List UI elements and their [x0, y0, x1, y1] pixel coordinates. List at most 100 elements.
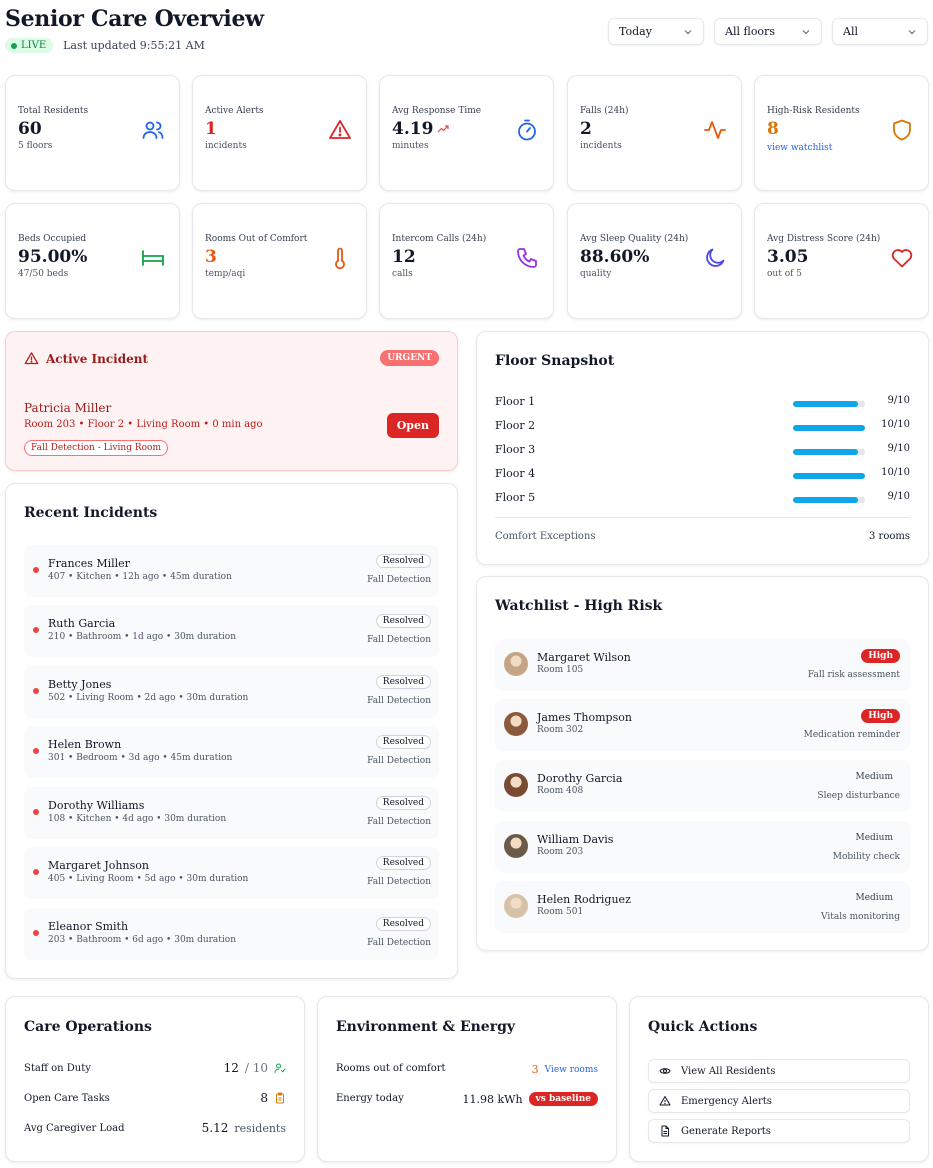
chevron-down-icon: [684, 29, 692, 34]
incident-meta: 210 • Bathroom • 1d ago • 30m duration: [48, 632, 237, 642]
stat-value: 12: [392, 247, 416, 267]
last-updated: Last updated 9:55:21 AM: [63, 39, 205, 52]
incident-row[interactable]: Betty Jones 502 • Living Room • 2d ago •…: [24, 666, 439, 718]
resident-name: Dorothy Garcia: [537, 772, 623, 785]
incident-row[interactable]: Margaret Johnson 405 • Living Room • 5d …: [24, 847, 439, 899]
resident-room: Room 408: [537, 786, 584, 796]
quick-actions-card: Quick Actions View All Residents Emergen…: [629, 996, 929, 1162]
active-incident-card: Active Incident URGENT Patricia Miller R…: [5, 331, 458, 471]
live-badge: LIVE: [5, 38, 54, 53]
date-range-value: Today: [619, 25, 652, 38]
stat-card-falls[interactable]: Falls (24h) 2 incidents: [567, 75, 742, 191]
filter-bar: Today All floors All: [608, 18, 928, 45]
date-range-select[interactable]: Today: [608, 18, 704, 45]
risk-badge: Medium: [855, 833, 893, 843]
avatar: [504, 894, 528, 918]
risk-note: Mobility check: [832, 852, 900, 862]
stat-sub: minutes: [392, 141, 429, 151]
chevron-down-icon: [802, 29, 810, 34]
recent-incidents-card: Recent Incidents Frances Miller 407 • Ki…: [5, 483, 458, 979]
open-care-tasks-label: Open Care Tasks: [24, 1093, 110, 1104]
floor-occupancy-bar: [793, 425, 865, 431]
stat-card-active-alerts[interactable]: Active Alerts 1 incidents: [192, 75, 367, 191]
generate-reports-button[interactable]: Generate Reports: [648, 1119, 910, 1143]
stat-value: 4.19: [392, 119, 434, 139]
category-select-value: All: [843, 25, 858, 38]
floor-occupancy-bar: [793, 449, 865, 455]
category-select[interactable]: All: [832, 18, 928, 45]
open-incident-button[interactable]: Open: [386, 413, 439, 438]
floor-occupancy-bar: [793, 401, 865, 407]
avg-caregiver-load-row: Avg Caregiver Load 5.12 residents: [24, 1121, 286, 1139]
incident-name: Helen Brown: [48, 738, 122, 751]
stat-sub: calls: [392, 269, 413, 279]
stat-card-avg-sleep-quality[interactable]: Avg Sleep Quality (24h) 88.60% quality: [567, 203, 742, 319]
view-rooms-link[interactable]: View rooms: [544, 1064, 598, 1075]
users-icon: [142, 121, 164, 139]
rooms-out-of-comfort-label: Rooms out of comfort: [336, 1063, 446, 1074]
floor-count: 9/10: [887, 443, 910, 454]
watchlist-row[interactable]: Helen Rodriguez Room 501 Medium Vitals m…: [495, 881, 910, 933]
incident-name: Margaret Johnson: [48, 859, 149, 872]
comfort-exceptions-label: Comfort Exceptions: [495, 531, 596, 542]
stat-sub: incidents: [580, 141, 622, 151]
risk-badge: Medium: [855, 893, 893, 903]
incident-type: Fall Detection: [367, 938, 431, 948]
watchlist-row[interactable]: Dorothy Garcia Room 408 Medium Sleep dis…: [495, 760, 910, 812]
incident-row[interactable]: Ruth Garcia 210 • Bathroom • 1d ago • 30…: [24, 605, 439, 657]
care-operations-card: Care Operations Staff on Duty 12 / 10 Op…: [5, 996, 305, 1162]
risk-note: Fall risk assessment: [807, 670, 900, 680]
stat-card-rooms-out-of-comfort[interactable]: Rooms Out of Comfort 3 temp/aqi: [192, 203, 367, 319]
rooms-out-of-comfort-value: 3: [531, 1063, 539, 1076]
incident-row[interactable]: Eleanor Smith 203 • Bathroom • 6d ago • …: [24, 908, 439, 960]
stat-card-total-residents[interactable]: Total Residents 60 5 floors: [5, 75, 180, 191]
watchlist-row[interactable]: William Davis Room 203 Medium Mobility c…: [495, 821, 910, 873]
floor-occupancy-fill: [793, 449, 858, 455]
incident-meta: 502 • Living Room • 2d ago • 30m duratio…: [48, 693, 249, 703]
avatar: [504, 712, 528, 736]
stat-card-high-risk[interactable]: High-Risk Residents 8 view watchlist: [754, 75, 929, 191]
stat-sub: 47/50 beds: [18, 269, 69, 279]
watchlist-row[interactable]: James Thompson Room 302 High Medication …: [495, 699, 910, 751]
incident-dot-icon: [33, 688, 39, 694]
urgent-badge: URGENT: [380, 350, 439, 366]
emergency-alerts-label: Emergency Alerts: [681, 1095, 772, 1107]
live-label: LIVE: [21, 40, 47, 51]
stat-card-beds-occupied[interactable]: Beds Occupied 95.00% 47/50 beds: [5, 203, 180, 319]
resident-name: Helen Rodriguez: [537, 893, 631, 906]
incident-row[interactable]: Frances Miller 407 • Kitchen • 12h ago •…: [24, 545, 439, 597]
stat-card-intercom-calls[interactable]: Intercom Calls (24h) 12 calls: [379, 203, 554, 319]
resident-room: Room 302: [537, 725, 584, 735]
incident-dot-icon: [33, 627, 39, 633]
energy-today-value: 11.98 kWh: [462, 1092, 523, 1106]
incident-row[interactable]: Helen Brown 301 • Bedroom • 3d ago • 45m…: [24, 726, 439, 778]
comfort-exceptions-value: 3 rooms: [869, 531, 910, 542]
stat-label: Falls (24h): [580, 106, 629, 116]
open-care-tasks-value: 8: [260, 1091, 268, 1105]
stat-card-avg-response-time[interactable]: Avg Response Time 4.19 minutes: [379, 75, 554, 191]
view-all-residents-button[interactable]: View All Residents: [648, 1059, 910, 1083]
floor-select[interactable]: All floors: [714, 18, 822, 45]
incident-name: Eleanor Smith: [48, 920, 129, 933]
emergency-alerts-button[interactable]: Emergency Alerts: [648, 1089, 910, 1113]
stat-label: Avg Sleep Quality (24h): [580, 234, 689, 244]
floor-occupancy-fill: [793, 425, 865, 431]
floor-occupancy-bar: [793, 497, 865, 503]
stat-value-row: 4.19: [392, 119, 541, 139]
environment-energy-card: Environment & Energy Rooms out of comfor…: [317, 996, 617, 1162]
page-header: Senior Care Overview LIVE Last updated 9…: [5, 6, 264, 53]
incident-name: Ruth Garcia: [48, 617, 116, 630]
risk-note: Vitals monitoring: [821, 912, 900, 922]
view-all-residents-label: View All Residents: [681, 1065, 776, 1077]
active-incident-title: Active Incident: [46, 352, 148, 366]
avg-caregiver-load-unit: residents: [234, 1121, 286, 1135]
watchlist-row[interactable]: Margaret Wilson Room 105 High Fall risk …: [495, 639, 910, 691]
floor-row: Floor 5 9/10: [495, 491, 910, 507]
stat-card-avg-distress-score[interactable]: Avg Distress Score (24h) 3.05 out of 5: [754, 203, 929, 319]
incident-row[interactable]: Dorothy Williams 108 • Kitchen • 4d ago …: [24, 787, 439, 839]
activity-icon: [704, 121, 726, 139]
incident-type: Fall Detection: [367, 877, 431, 887]
resident-name: James Thompson: [537, 711, 632, 724]
view-watchlist-link[interactable]: view watchlist: [767, 143, 833, 153]
incident-status-badge: Resolved: [375, 614, 431, 628]
